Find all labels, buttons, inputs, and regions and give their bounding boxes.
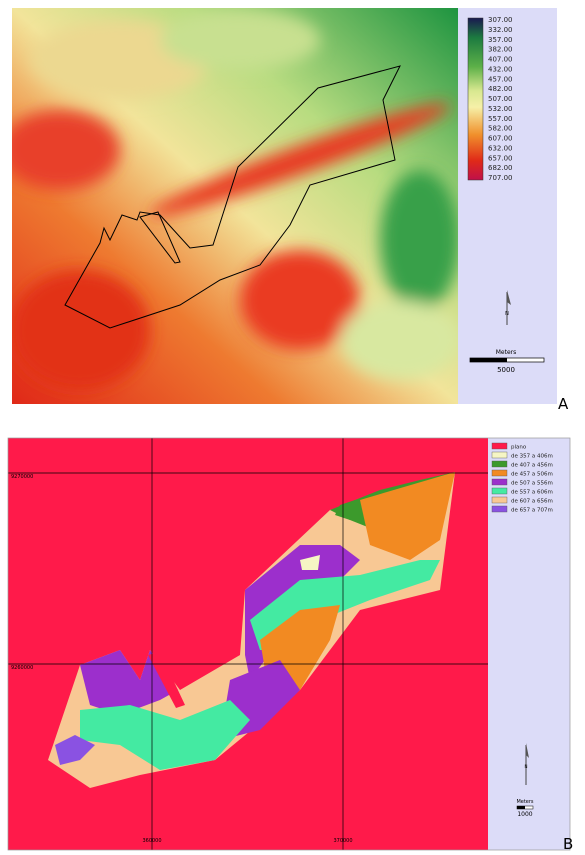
north-arrow: N <box>505 290 511 325</box>
legend-label: de 357 a 406m <box>511 454 553 460</box>
legend-swatch <box>491 469 508 477</box>
zone <box>80 650 178 715</box>
zone <box>55 735 95 765</box>
north-label: N <box>525 764 528 769</box>
legend-swatch <box>491 496 508 504</box>
grid-label: 9270000 <box>11 474 33 480</box>
scale-distance: 1000 <box>517 811 532 818</box>
legend-label: 557.00 <box>488 115 513 123</box>
north-arrow: N <box>525 743 529 785</box>
zone <box>360 472 455 560</box>
zone <box>148 652 185 708</box>
scale-bar <box>470 358 507 362</box>
panel-label: A <box>558 395 569 413</box>
study-area-outline <box>64 65 401 329</box>
legend-label: 657.00 <box>488 154 513 162</box>
legend-swatch <box>491 451 508 459</box>
legend-label: 582.00 <box>488 125 513 133</box>
legend-label: 607.00 <box>488 135 513 143</box>
legend-label: de 657 a 707m <box>511 508 553 514</box>
legend-label: de 507 a 556m <box>511 481 553 487</box>
legend-label: de 557 a 606m <box>511 490 553 496</box>
legend-label: 532.00 <box>488 105 513 113</box>
legend-swatch <box>491 478 508 486</box>
legend-swatch <box>491 442 508 450</box>
zone <box>335 500 355 520</box>
scale-bar <box>517 806 525 809</box>
legend-label: 507.00 <box>488 95 513 103</box>
grid-label: 9260000 <box>11 665 33 671</box>
zone <box>300 555 320 570</box>
legend-label: 382.00 <box>488 46 513 54</box>
legend: plano de 357 a 406m de 407 a 456m de 457 a … <box>491 442 553 514</box>
legend-swatch <box>491 460 508 468</box>
legend-label: 357.00 <box>488 36 513 44</box>
color-bar <box>467 17 484 181</box>
legend-label: 432.00 <box>488 65 513 73</box>
study-area-outline <box>139 211 181 264</box>
terrain-detail <box>12 10 458 390</box>
zone <box>80 700 250 770</box>
legend-label: 682.00 <box>488 164 513 172</box>
panel-label: B <box>563 835 573 853</box>
grid-label: 370000 <box>333 838 352 844</box>
legend-label: 457.00 <box>488 75 513 83</box>
legend-label: 482.00 <box>488 85 513 93</box>
legend-label: de 407 a 456m <box>511 463 553 469</box>
legend-label: 407.00 <box>488 56 513 64</box>
legend-label: plano <box>511 445 527 451</box>
legend-label: de 607 a 656m <box>511 499 553 505</box>
scale-unit: Meters <box>496 349 517 356</box>
elevation-zones <box>48 472 455 788</box>
coordinate-grid <box>8 438 488 850</box>
panel-frame <box>7 437 571 851</box>
legend-label: 307.00 <box>488 16 513 24</box>
legend-swatch <box>491 487 508 495</box>
legend-label: 632.00 <box>488 144 513 152</box>
legend-label: 332.00 <box>488 26 513 34</box>
legend-swatch <box>491 505 508 513</box>
legend-label: 707.00 <box>488 174 513 182</box>
legend-label: de 457 a 506m <box>511 472 553 478</box>
scale-distance: 5000 <box>497 366 515 374</box>
north-label: N <box>505 311 509 317</box>
scale-unit: Meters <box>516 799 533 805</box>
grid-label: 360000 <box>142 838 161 844</box>
